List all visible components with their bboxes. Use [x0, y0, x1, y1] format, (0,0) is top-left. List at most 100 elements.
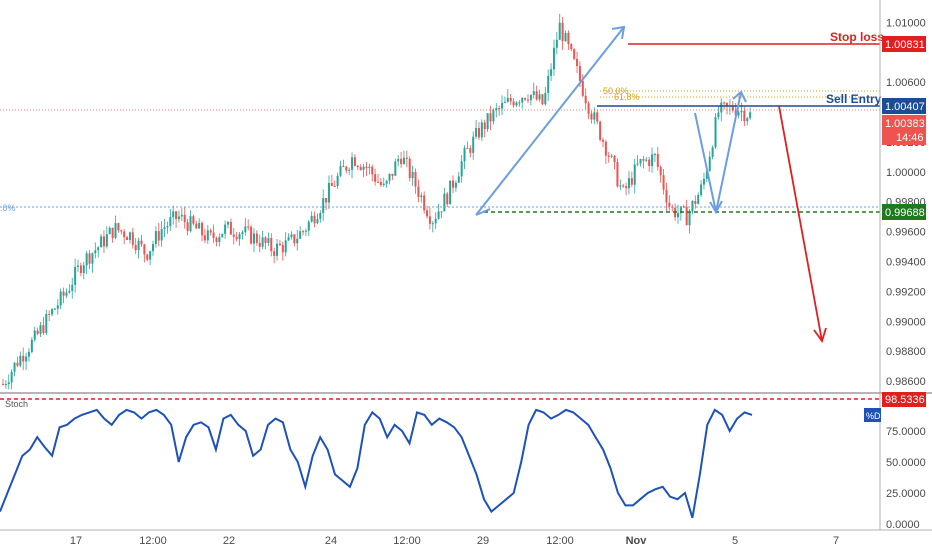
candle-body: [19, 355, 22, 366]
candle-body: [679, 206, 682, 214]
candle-body: [273, 251, 276, 256]
candle-body: [457, 176, 460, 183]
sell-entry-value: 1.00407: [885, 101, 925, 113]
candle-body: [102, 236, 105, 247]
candle-body: [737, 112, 740, 116]
candle-body: [411, 171, 414, 179]
candle-body: [547, 75, 550, 93]
candle-body: [134, 244, 137, 251]
candle-body: [428, 216, 431, 224]
candle-body: [327, 182, 330, 203]
candle-body: [590, 113, 593, 120]
candle-body: [108, 227, 111, 235]
current-price-badge: [882, 115, 926, 145]
candle-body: [91, 253, 94, 264]
candle-body: [333, 186, 336, 188]
time-tick-label: 12:00: [393, 535, 421, 547]
candle-body: [423, 195, 426, 211]
stop-loss-value: 1.00831: [885, 39, 925, 51]
candle-body: [189, 216, 192, 232]
fib-lower-label: 61.8%: [614, 92, 640, 102]
candle-body: [244, 226, 247, 233]
candle-body: [414, 171, 417, 187]
time-tick-label: 22: [223, 535, 235, 547]
candle-body: [120, 230, 123, 232]
current-price-value: 1.00383: [885, 118, 925, 130]
candle-body: [437, 211, 440, 219]
candle-body: [480, 122, 483, 138]
candle-body: [541, 94, 544, 105]
candle-body: [4, 384, 7, 386]
stoch-tick-label: 0.0000: [886, 519, 920, 531]
candle-body: [157, 231, 160, 241]
candle-body: [114, 223, 117, 238]
candle-body: [377, 181, 380, 183]
candle-body: [7, 382, 10, 385]
candle-body: [143, 244, 146, 255]
candle-body: [284, 240, 287, 253]
candle-body: [325, 198, 328, 203]
candle-body: [630, 178, 633, 185]
candle-body: [33, 330, 36, 340]
price-tick-label: 0.99600: [886, 227, 926, 239]
candle-body: [152, 244, 155, 252]
candle-body: [238, 234, 241, 240]
candle-body: [252, 233, 255, 244]
candle-body: [434, 218, 437, 224]
blue-arrow-base-1: [475, 208, 491, 216]
time-tick-label: 17: [70, 535, 82, 547]
candle-body: [431, 223, 434, 225]
candle-body: [648, 159, 651, 166]
candle-body: [584, 95, 587, 104]
candle-body: [391, 173, 394, 176]
candle-body: [353, 157, 356, 166]
candle-body: [65, 292, 68, 296]
candle-body: [688, 211, 691, 226]
candle-body: [512, 101, 515, 106]
candle-body: [477, 128, 480, 138]
candle-body: [296, 238, 299, 244]
candle-body: [22, 355, 25, 362]
candle-body: [472, 136, 475, 153]
price-tick-label: 1.00000: [886, 167, 926, 179]
candle-body: [287, 237, 290, 241]
candle-body: [426, 210, 429, 217]
candle-body: [495, 108, 498, 111]
candle-body: [198, 222, 201, 229]
candle-body: [105, 234, 108, 247]
candle-body: [206, 230, 209, 241]
stochastic-pane: Stoch 75.0000 50.0000 25.0000 0.0000 98.533…: [0, 392, 926, 531]
candle-body: [351, 157, 354, 170]
candle-body: [203, 235, 206, 241]
candle-body: [368, 166, 371, 168]
candle-body: [613, 155, 616, 163]
candle-body: [555, 39, 558, 48]
price-tick-label: 1.01000: [886, 17, 926, 29]
candle-body: [290, 234, 293, 238]
candle-body: [454, 182, 457, 188]
candle-body: [463, 147, 466, 162]
candle-body: [503, 101, 506, 103]
candle-body: [677, 213, 680, 218]
candle-body: [627, 178, 630, 189]
candle-body: [501, 102, 504, 109]
sell-entry-badge: [882, 98, 926, 114]
candle-body: [48, 313, 51, 315]
candle-body: [163, 227, 166, 230]
candle-body: [492, 110, 495, 122]
candle-body: [645, 159, 648, 161]
candle-body: [258, 242, 261, 247]
candle-body: [550, 69, 553, 76]
candle-body: [529, 94, 532, 101]
candle-body: [446, 193, 449, 205]
stoch-axis-ticks: 75.0000 50.0000 25.0000 0.0000: [886, 426, 926, 531]
candle-body: [13, 362, 16, 372]
candle-body: [371, 166, 374, 175]
candle-body: [186, 222, 189, 232]
candle-body: [339, 166, 342, 176]
candle-body: [25, 356, 28, 362]
candle-body: [486, 113, 489, 130]
candle-body: [558, 22, 561, 40]
candle-body: [310, 215, 313, 222]
